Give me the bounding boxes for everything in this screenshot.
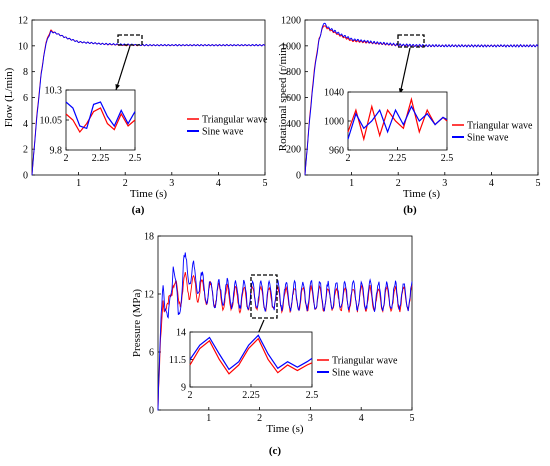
panel-0-ytick-label: 12: [18, 16, 28, 27]
panel-1-ytick-label: 200: [286, 145, 301, 156]
panel-1-inset-axes-box: [347, 91, 448, 151]
panel-1-inset-series-1: [347, 105, 448, 140]
panel-2-xtick-label: 3: [308, 413, 313, 424]
panel-1: 1 2 3 4 5 0 200 400 600 800 1000 1200 2 2.25 2.5 960 100…: [277, 16, 541, 217]
panel-0-xtick-label: 2: [123, 178, 128, 189]
panel-0-series-1: [31, 30, 266, 176]
panel-1-inset-ytick-label: 1040: [324, 88, 344, 99]
panel-1-ytick-label: 800: [286, 67, 301, 78]
panel-0-legend-entry: Sine wave: [202, 127, 244, 138]
panel-1-xtick-label: 2: [396, 178, 401, 189]
panel-2-series-0: [157, 272, 413, 409]
panel-2-inset-ytick-label: 14: [176, 328, 186, 339]
panel-2-zoom-box: [250, 274, 278, 319]
panel-2-legend-entry: Triangular wave: [332, 356, 398, 367]
panel-2-series-1: [157, 252, 413, 411]
panel-1-series-1: [304, 22, 539, 176]
panel-2-ytick-label: 18: [144, 232, 154, 243]
panel-0-xtick-label: 3: [169, 178, 174, 189]
panel-1-ytick-label: 600: [286, 93, 301, 104]
panel-0-ylabel: Flow (L/min): [3, 67, 15, 127]
panel-0-label: (a): [132, 204, 145, 216]
panel-2-ylabel: Pressure (MPa): [131, 289, 143, 357]
panel-0-zoom-arrowhead: [115, 84, 120, 90]
panel-0-zoom-box: [117, 34, 143, 46]
panel-2-inset-series-1: [189, 334, 313, 371]
panel-0-legend-entry: Triangular wave: [202, 115, 268, 126]
panel-0-ytick-label: 6: [23, 93, 28, 104]
panel-0-ytick-label: 8: [23, 67, 28, 78]
panel-2-inset-axes-box: [189, 331, 313, 388]
panel-0-xlabel: Time (s): [130, 188, 168, 200]
panel-0-ytick-label: 4: [23, 119, 28, 130]
panel-0-inset-xtick-label: 2.25: [92, 153, 110, 164]
panel-0-zoom-arrow: [115, 45, 131, 91]
panel-1-ytick-label: 0: [296, 171, 301, 182]
panel-1-zoom-box: [397, 34, 425, 48]
panel-0-xtick-label: 1: [76, 178, 81, 189]
panel-1-inset-xtick-label: 2: [346, 153, 351, 164]
panel-1-xlabel: Time (s): [403, 188, 441, 200]
panel-1-ytick-label: 1200: [281, 16, 301, 27]
panel-0-inset-xtick-label: 2: [64, 153, 69, 164]
panel-0-inset-ytick-label: 10.05: [40, 116, 63, 127]
panel-1-xtick-label: 1: [349, 178, 354, 189]
panel-0-ytick-label: 10: [18, 41, 28, 52]
panel-0-ytick-label: 0: [23, 171, 28, 182]
panel-1-inset-ytick-label: 1000: [324, 117, 344, 128]
panel-2-ytick-label: 6: [149, 348, 154, 359]
panel-1-inset-xtick-label: 2.5: [441, 153, 454, 164]
panel-2-inset-ytick-label: 11.5: [169, 355, 186, 366]
panel-1-legend-entry: Triangular wave: [467, 121, 533, 132]
panel-1-xtick-label: 4: [489, 178, 494, 189]
panel-1-label: (b): [403, 204, 417, 216]
panel-0-inset-series-0: [65, 107, 136, 134]
panel-2-xtick-label: 5: [410, 413, 415, 424]
panel-0-inset-ytick-label: 9.8: [50, 146, 63, 157]
panel-1-ylabel: Rotational speed (r/min): [277, 43, 289, 151]
panel-0-inset-ytick-label: 10.3: [45, 86, 63, 97]
panel-1-ytick-label: 400: [286, 119, 301, 130]
panel-2-label: (c): [269, 445, 282, 457]
panel-0-xtick-label: 5: [263, 178, 268, 189]
panel-2-xlabel: Time (s): [266, 423, 304, 435]
panel-1-xtick-label: 3: [442, 178, 447, 189]
panel-2-ytick-label: 12: [144, 290, 154, 301]
panel-1-zoom-arrow: [399, 47, 411, 95]
panel-1-xtick-label: 5: [536, 178, 541, 189]
panel-2-xtick-label: 4: [359, 413, 364, 424]
panel-1-inset-xtick-label: 2.25: [389, 153, 407, 164]
panel-0-xtick-label: 4: [216, 178, 221, 189]
panel-2-ytick-label: 0: [149, 406, 154, 417]
panel-1-legend-entry: Sine wave: [467, 133, 509, 144]
panel-2-inset-ytick-label: 9: [181, 383, 186, 394]
panel-2-xtick-label: 1: [206, 413, 211, 424]
panel-1-ytick-label: 1000: [281, 41, 301, 52]
panel-2-inset-xtick-label: 2: [188, 390, 193, 401]
panel-0-ytick-label: 2: [23, 145, 28, 156]
panel-2-inset-series-0: [189, 337, 313, 375]
panel-2-legend-entry: Sine wave: [332, 368, 374, 379]
panel-2-inset-xtick-label: 2.25: [242, 390, 260, 401]
panel-2-xtick-label: 2: [257, 413, 262, 424]
panel-0-inset-xtick-label: 2.5: [129, 153, 142, 164]
panel-1-inset-ytick-label: 960: [329, 146, 344, 157]
panel-0-inset-series-1: [65, 101, 136, 130]
panel-2-inset-xtick-label: 2.5: [306, 390, 319, 401]
